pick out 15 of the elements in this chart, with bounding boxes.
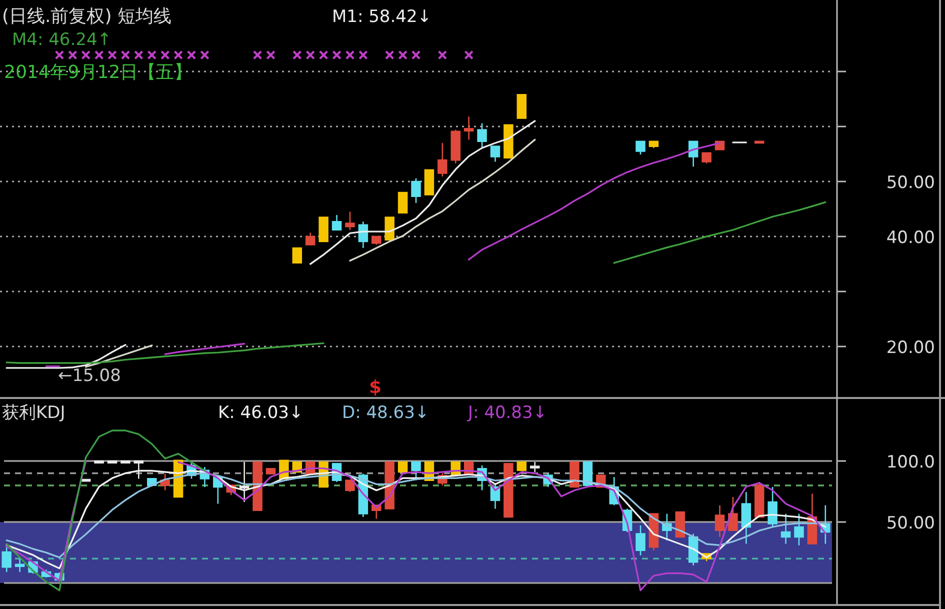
y-tick-label: 20.00 (886, 338, 935, 358)
text: D: 48.63↓ (342, 403, 430, 423)
chart-title: (日线.前复权) 短均线 (2, 6, 172, 27)
y-tick-label: 50.00 (886, 514, 935, 534)
chart-title: 获利KDJ (2, 403, 66, 423)
y-tick-label: 100.0 (886, 452, 935, 473)
annotation: ←15.08 (58, 366, 121, 386)
y-tick-label: 50.00 (886, 173, 935, 193)
text: J: 40.83↓ (467, 403, 548, 423)
y-tick-label: 40.00 (886, 228, 935, 248)
text: M1: 58.42↓ (332, 7, 432, 27)
annotation: 2014年9月12日【五】 (4, 62, 192, 83)
text: M4: 46.24↑ (12, 30, 112, 50)
annotation: $ (369, 377, 382, 398)
text: K: 46.03↓ (218, 403, 304, 423)
